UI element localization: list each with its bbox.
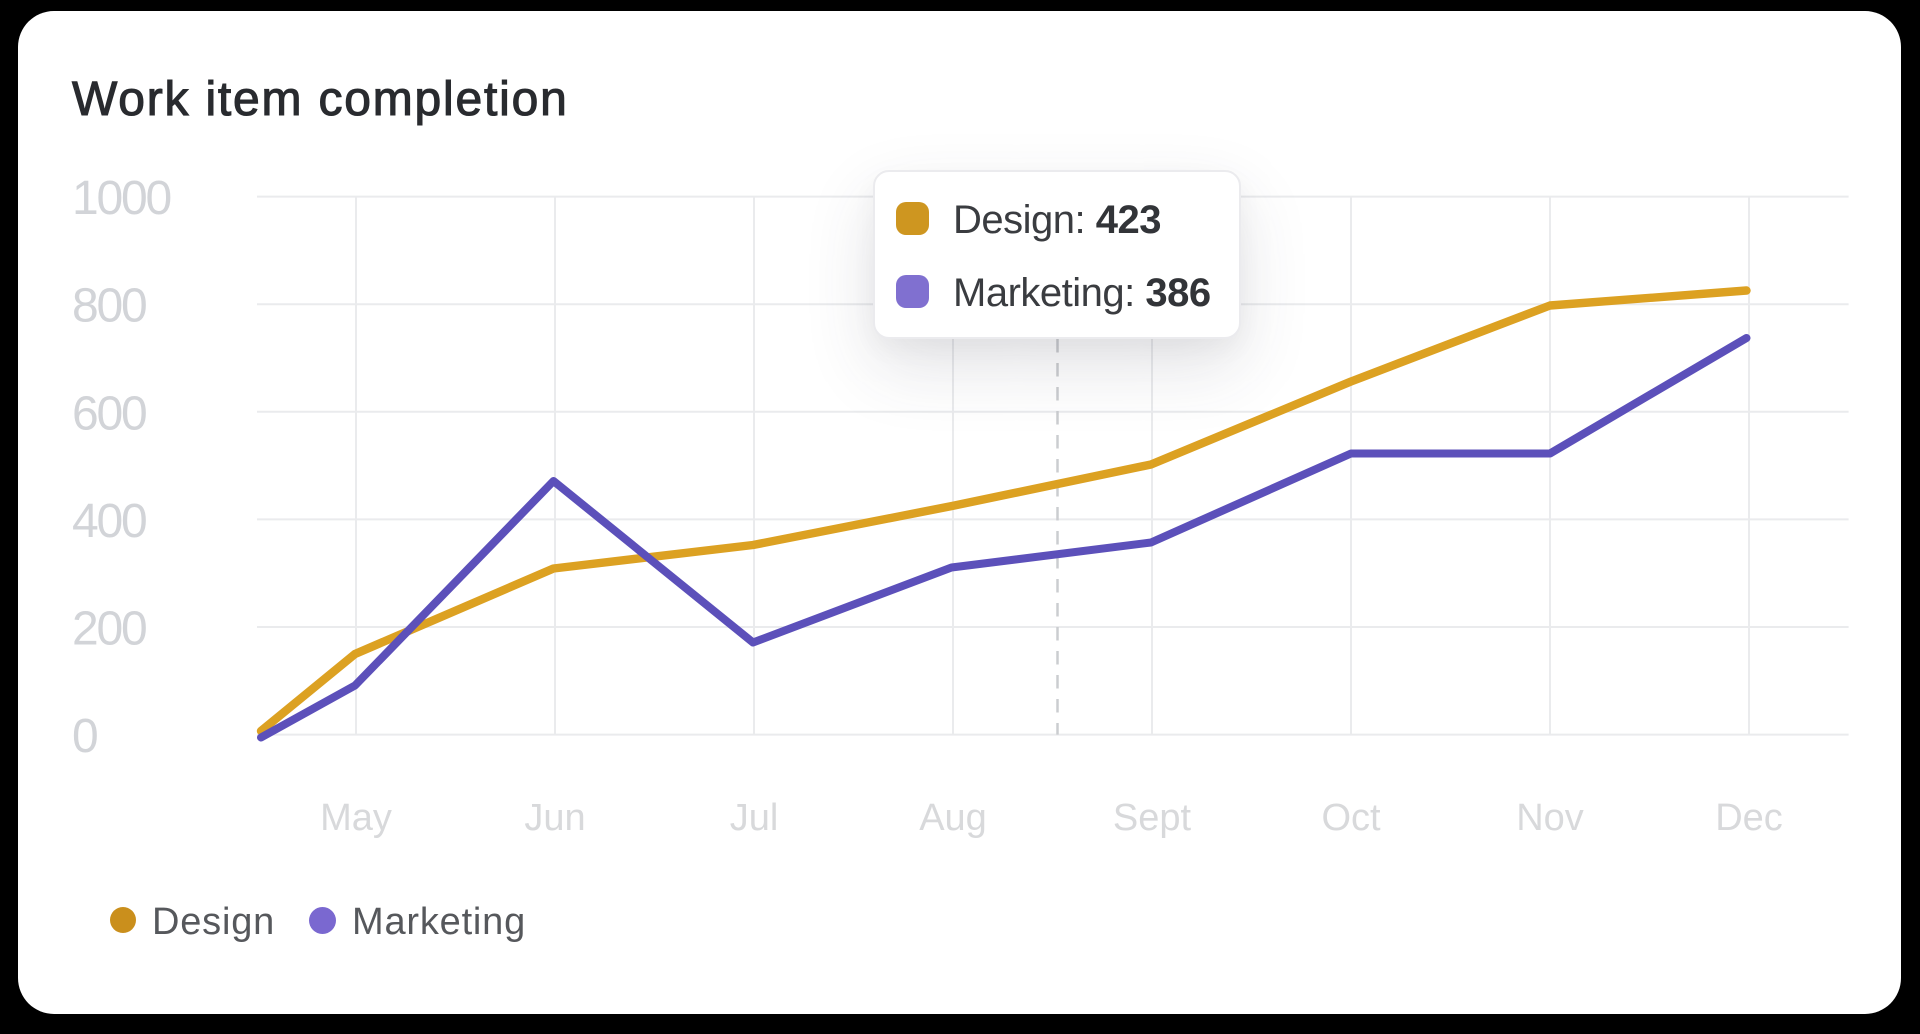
svg-text:0: 0 (72, 710, 97, 763)
svg-text:400: 400 (72, 495, 146, 548)
svg-text:Sept: Sept (1113, 797, 1192, 839)
svg-text:800: 800 (72, 280, 146, 333)
svg-text:Nov: Nov (1516, 797, 1584, 839)
svg-text:1000: 1000 (72, 172, 170, 225)
svg-text:Jul: Jul (730, 797, 779, 839)
svg-text:May: May (320, 797, 392, 839)
svg-text:Oct: Oct (1321, 797, 1381, 839)
svg-text:600: 600 (72, 387, 146, 440)
svg-text:Dec: Dec (1715, 797, 1783, 839)
svg-text:200: 200 (72, 603, 146, 656)
svg-text:Jun: Jun (524, 797, 585, 839)
svg-text:Aug: Aug (919, 797, 987, 839)
